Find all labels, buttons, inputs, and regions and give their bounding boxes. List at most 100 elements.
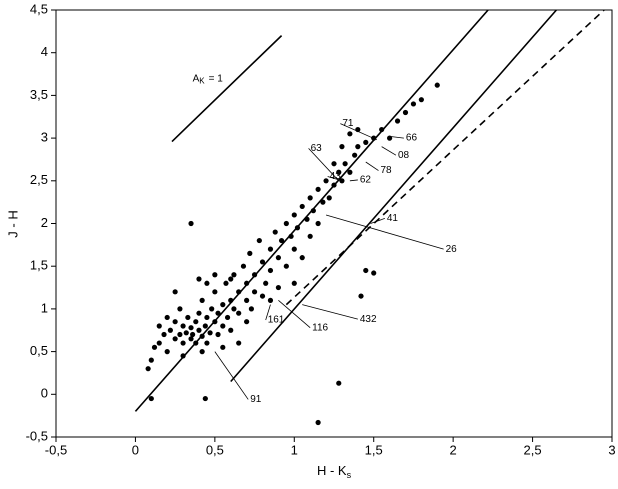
x-tick-label: 0: [132, 442, 139, 457]
point: [231, 306, 237, 312]
point: [371, 270, 377, 276]
point: [291, 280, 297, 286]
point: [275, 284, 281, 291]
point: [320, 199, 326, 205]
point: [251, 272, 258, 278]
point: [204, 314, 210, 321]
point: [387, 135, 393, 141]
annotation: 78: [380, 165, 392, 176]
annotation: 66: [406, 133, 418, 144]
point: [363, 267, 369, 274]
point: [172, 336, 178, 342]
point: [236, 289, 242, 295]
point: [180, 323, 186, 329]
x-tick-label: 0,5: [206, 442, 224, 457]
annotation: 26: [446, 244, 458, 255]
y-tick-label: 2,5: [30, 172, 48, 187]
point: [256, 237, 262, 244]
point: [248, 306, 254, 312]
leader-line: [370, 217, 385, 224]
leader-line: [365, 161, 379, 171]
point: [352, 152, 358, 158]
point: [204, 280, 210, 286]
point: [244, 319, 250, 325]
point: [212, 272, 218, 278]
annotation: 63: [311, 143, 323, 154]
y-tick-label: 0,5: [30, 343, 48, 358]
x-title-main: H - K: [317, 463, 347, 478]
reddening-main: A: [193, 73, 200, 84]
point: [371, 135, 377, 141]
point: [220, 302, 226, 308]
x-tick-label: 2,5: [524, 442, 542, 457]
point: [196, 310, 202, 316]
leader-line: [302, 304, 358, 320]
point: [307, 233, 313, 239]
point: [342, 161, 348, 167]
point: [215, 310, 221, 316]
point: [236, 340, 242, 346]
reddening-rest: = 1: [209, 73, 224, 84]
point: [151, 344, 158, 350]
leader-line: [278, 300, 311, 328]
point: [148, 395, 154, 402]
point: [283, 220, 289, 227]
point: [156, 340, 162, 346]
point: [215, 331, 221, 338]
leader-line: [381, 146, 397, 156]
point: [209, 306, 215, 312]
point: [336, 380, 342, 386]
annotation: 41: [387, 213, 399, 224]
reference-line: [171, 35, 283, 143]
point: [358, 293, 364, 299]
point: [148, 357, 154, 363]
point: [288, 233, 294, 239]
point: [347, 131, 353, 137]
point: [212, 319, 218, 325]
point: [199, 349, 205, 355]
point: [267, 297, 274, 303]
point: [394, 118, 401, 124]
point: [223, 280, 229, 286]
plot-frame: [55, 9, 613, 438]
point: [183, 330, 189, 336]
point: [164, 314, 170, 321]
y-tick-label: 4,5: [30, 1, 48, 16]
point: [177, 306, 183, 312]
point: [307, 195, 313, 201]
point: [224, 314, 231, 321]
point: [188, 336, 194, 342]
leader-line: [389, 135, 404, 139]
point: [434, 82, 440, 88]
point: [339, 178, 345, 184]
point: [196, 327, 202, 333]
point: [326, 195, 332, 201]
point: [278, 237, 285, 244]
point: [275, 255, 281, 261]
x-tick-label: 2: [450, 442, 457, 457]
point: [199, 297, 205, 303]
point: [180, 340, 186, 346]
point: [202, 395, 208, 402]
point: [204, 340, 210, 346]
point: [299, 255, 305, 261]
reddening-sub: K: [199, 76, 205, 85]
y-tick-label: 2: [41, 215, 48, 230]
y-tick-label: 1: [41, 300, 48, 315]
point: [304, 216, 310, 222]
point: [315, 419, 321, 426]
point: [355, 144, 361, 150]
point: [294, 225, 301, 231]
point: [267, 267, 274, 274]
point: [193, 319, 199, 325]
point: [167, 327, 173, 333]
annotation: 71: [342, 118, 354, 129]
point: [331, 161, 337, 167]
annotation: 91: [250, 394, 262, 405]
annotation: 116: [312, 322, 328, 333]
point: [196, 276, 202, 282]
leader-line: [214, 351, 249, 400]
point: [291, 212, 297, 218]
point: [272, 229, 278, 235]
